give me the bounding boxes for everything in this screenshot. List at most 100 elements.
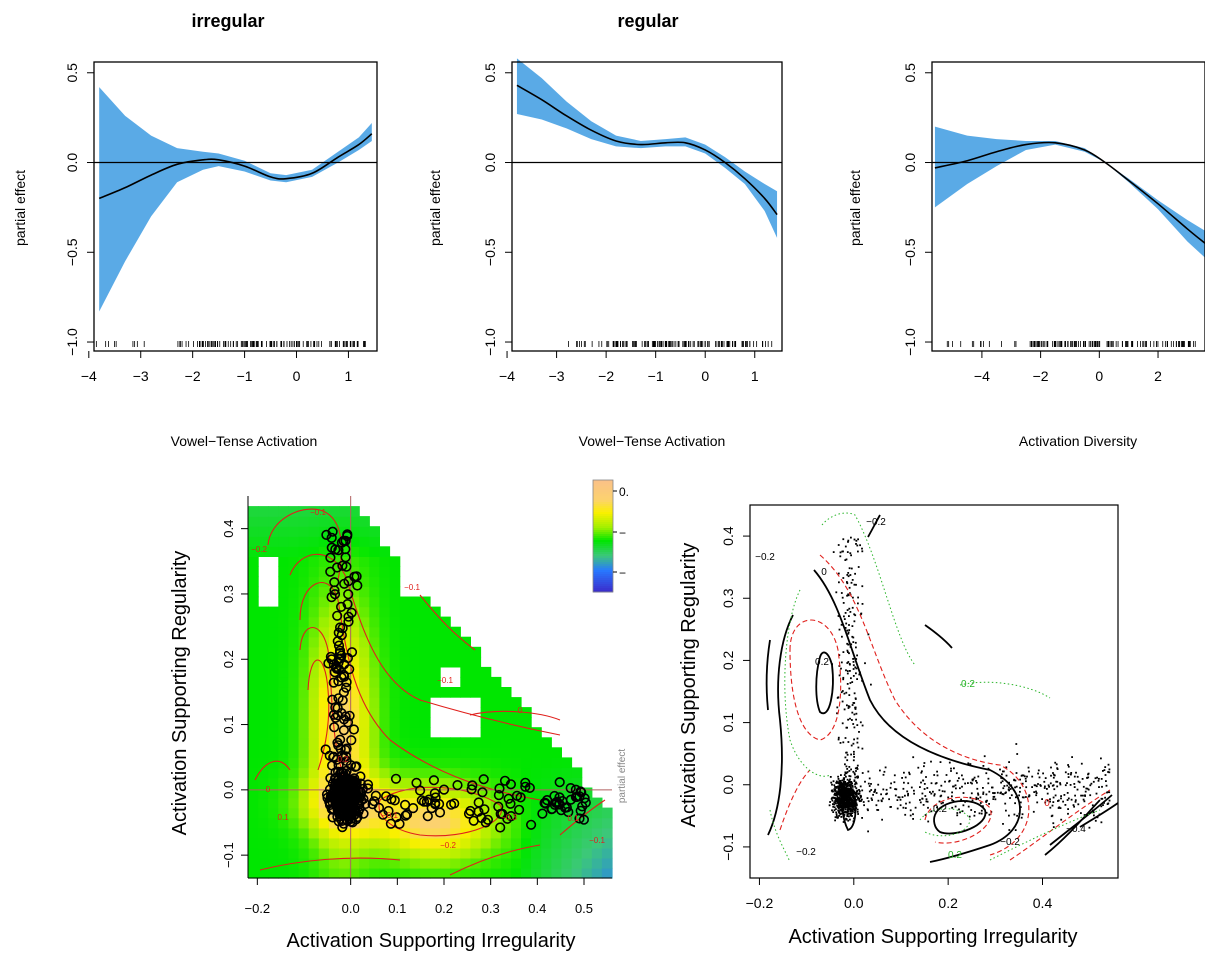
contour-line-estimate — [815, 651, 834, 715]
data-point — [330, 544, 341, 555]
heat-cell — [591, 867, 603, 879]
data-point — [842, 602, 845, 604]
x-tick-label: 0 — [1095, 368, 1103, 384]
heat-cell — [409, 837, 421, 849]
heat-cell — [248, 757, 259, 769]
heat-cell — [369, 827, 380, 839]
heat-cell — [389, 867, 401, 879]
contour-line-upper — [819, 554, 1030, 856]
heat-cell — [308, 817, 320, 829]
data-point — [848, 567, 851, 570]
heat-cell — [450, 747, 461, 758]
data-point — [845, 794, 848, 796]
data-point — [930, 760, 932, 763]
heat-cell — [399, 636, 411, 648]
data-point — [1006, 784, 1009, 787]
y-tick-label: 0.0 — [482, 153, 498, 173]
heat-cell — [318, 747, 330, 758]
data-point — [956, 814, 959, 817]
data-point — [847, 575, 850, 578]
data-point — [1104, 766, 1107, 768]
data-point — [853, 738, 855, 741]
data-point — [855, 799, 858, 801]
heat-cell — [318, 586, 330, 598]
data-point — [852, 596, 854, 599]
heat-cell — [430, 867, 441, 879]
colorbar-cell — [593, 498, 613, 501]
heat-cell — [318, 636, 330, 648]
heat-cell — [521, 727, 532, 738]
heat-cell — [258, 506, 269, 517]
heat-cell — [278, 807, 289, 819]
contour-line-lower — [821, 512, 916, 666]
data-point — [328, 677, 339, 688]
heat-cell — [298, 757, 310, 769]
data-point — [889, 786, 892, 789]
heat-cell — [349, 727, 360, 738]
data-point — [948, 780, 950, 783]
data-point — [329, 589, 341, 600]
data-point — [1064, 784, 1067, 787]
heat-cell — [278, 676, 289, 688]
data-point — [967, 762, 970, 765]
colorbar-cell — [593, 558, 613, 561]
data-point — [845, 726, 848, 729]
data-point — [844, 756, 847, 759]
heat-cell — [561, 787, 573, 799]
data-point — [861, 747, 864, 750]
data-point — [843, 618, 846, 620]
data-point — [976, 787, 979, 790]
data-point — [983, 755, 986, 758]
heat-cell — [500, 757, 512, 769]
heat-cell — [248, 576, 259, 588]
data-point — [1033, 784, 1036, 787]
heat-cell — [379, 636, 391, 648]
heat-cell — [551, 797, 562, 809]
data-point — [839, 799, 842, 801]
heat-cell — [308, 807, 320, 819]
heat-cell — [470, 787, 482, 799]
data-point — [856, 544, 859, 547]
data-point — [856, 808, 859, 811]
heat-cell — [298, 697, 310, 708]
data-point — [539, 797, 550, 809]
data-point — [466, 784, 477, 795]
heat-cell — [248, 697, 259, 708]
data-point — [325, 566, 336, 577]
data-point — [837, 806, 840, 809]
heat-cell — [379, 857, 391, 869]
data-point — [390, 773, 402, 784]
data-point — [852, 807, 855, 810]
data-point — [870, 683, 872, 686]
heat-cell — [379, 777, 391, 789]
heat-cell — [490, 747, 502, 758]
heat-cell — [409, 847, 421, 859]
heat-cell — [268, 656, 279, 668]
heat-cell — [571, 797, 583, 809]
data-point — [847, 812, 850, 815]
heat-cell — [288, 707, 300, 718]
y-axis-label: partial effect — [847, 170, 863, 246]
data-point — [1034, 784, 1037, 787]
data-point — [861, 798, 863, 801]
data-point — [939, 761, 942, 763]
heat-cell — [510, 847, 522, 859]
heat-cell — [490, 867, 502, 879]
contour-label: 0.2 — [948, 850, 962, 861]
heat-cell — [258, 867, 269, 879]
data-point — [849, 574, 852, 576]
heat-cell — [339, 516, 350, 527]
heat-cell — [490, 837, 502, 849]
data-point — [843, 774, 846, 776]
data-point — [339, 659, 350, 670]
heat-cell — [268, 506, 279, 517]
heat-cell — [298, 747, 310, 758]
data-point — [902, 787, 905, 790]
heat-cell — [521, 867, 532, 879]
data-point — [849, 778, 851, 781]
data-point — [1107, 763, 1110, 766]
heat-cell — [308, 747, 320, 758]
heat-cell — [328, 687, 340, 698]
data-point — [853, 702, 856, 704]
data-point — [362, 783, 374, 794]
